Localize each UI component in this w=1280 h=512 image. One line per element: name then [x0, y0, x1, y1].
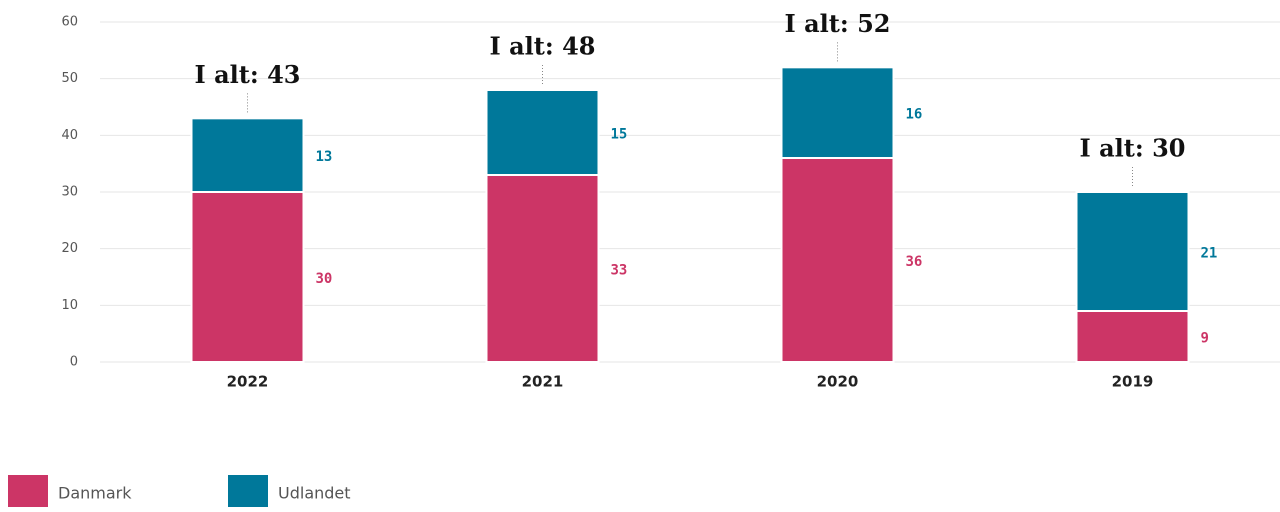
y-tick-label: 60: [61, 15, 78, 30]
value-label: 15: [611, 127, 628, 143]
value-label: 13: [316, 149, 333, 165]
bar-segment: [190, 191, 305, 363]
value-label: 21: [1201, 246, 1218, 262]
bar-segment: [485, 174, 600, 363]
bar-segment: [485, 89, 600, 176]
x-tick-label: 2019: [1112, 373, 1154, 391]
y-tick-label: 0: [70, 355, 78, 370]
value-label: 33: [611, 263, 628, 279]
bar-segment: [190, 117, 305, 193]
value-label: 36: [906, 254, 923, 270]
y-tick-label: 10: [61, 298, 78, 313]
value-label: 16: [906, 107, 923, 123]
legend-swatch: [8, 475, 48, 507]
bar-segment: [1075, 191, 1190, 312]
x-tick-label: 2020: [817, 373, 859, 391]
value-label: 30: [316, 271, 333, 287]
legend-label: Udlandet: [278, 484, 351, 503]
total-annotation: I alt: 43: [195, 60, 301, 89]
y-tick-label: 20: [61, 241, 78, 256]
value-label: 9: [1201, 331, 1209, 347]
total-annotation: I alt: 52: [785, 9, 891, 38]
x-tick-label: 2021: [522, 373, 564, 391]
y-tick-label: 40: [61, 128, 78, 143]
total-annotation: I alt: 30: [1080, 134, 1186, 163]
total-annotation: I alt: 48: [490, 32, 596, 61]
x-tick-label: 2022: [227, 373, 269, 391]
y-tick-label: 50: [61, 71, 78, 86]
bar-segment: [780, 157, 895, 363]
legend-label: Danmark: [58, 484, 132, 503]
y-tick-label: 30: [61, 185, 78, 200]
bar-segment: [780, 66, 895, 159]
bar-segment: [1075, 310, 1190, 363]
legend-swatch: [228, 475, 268, 507]
